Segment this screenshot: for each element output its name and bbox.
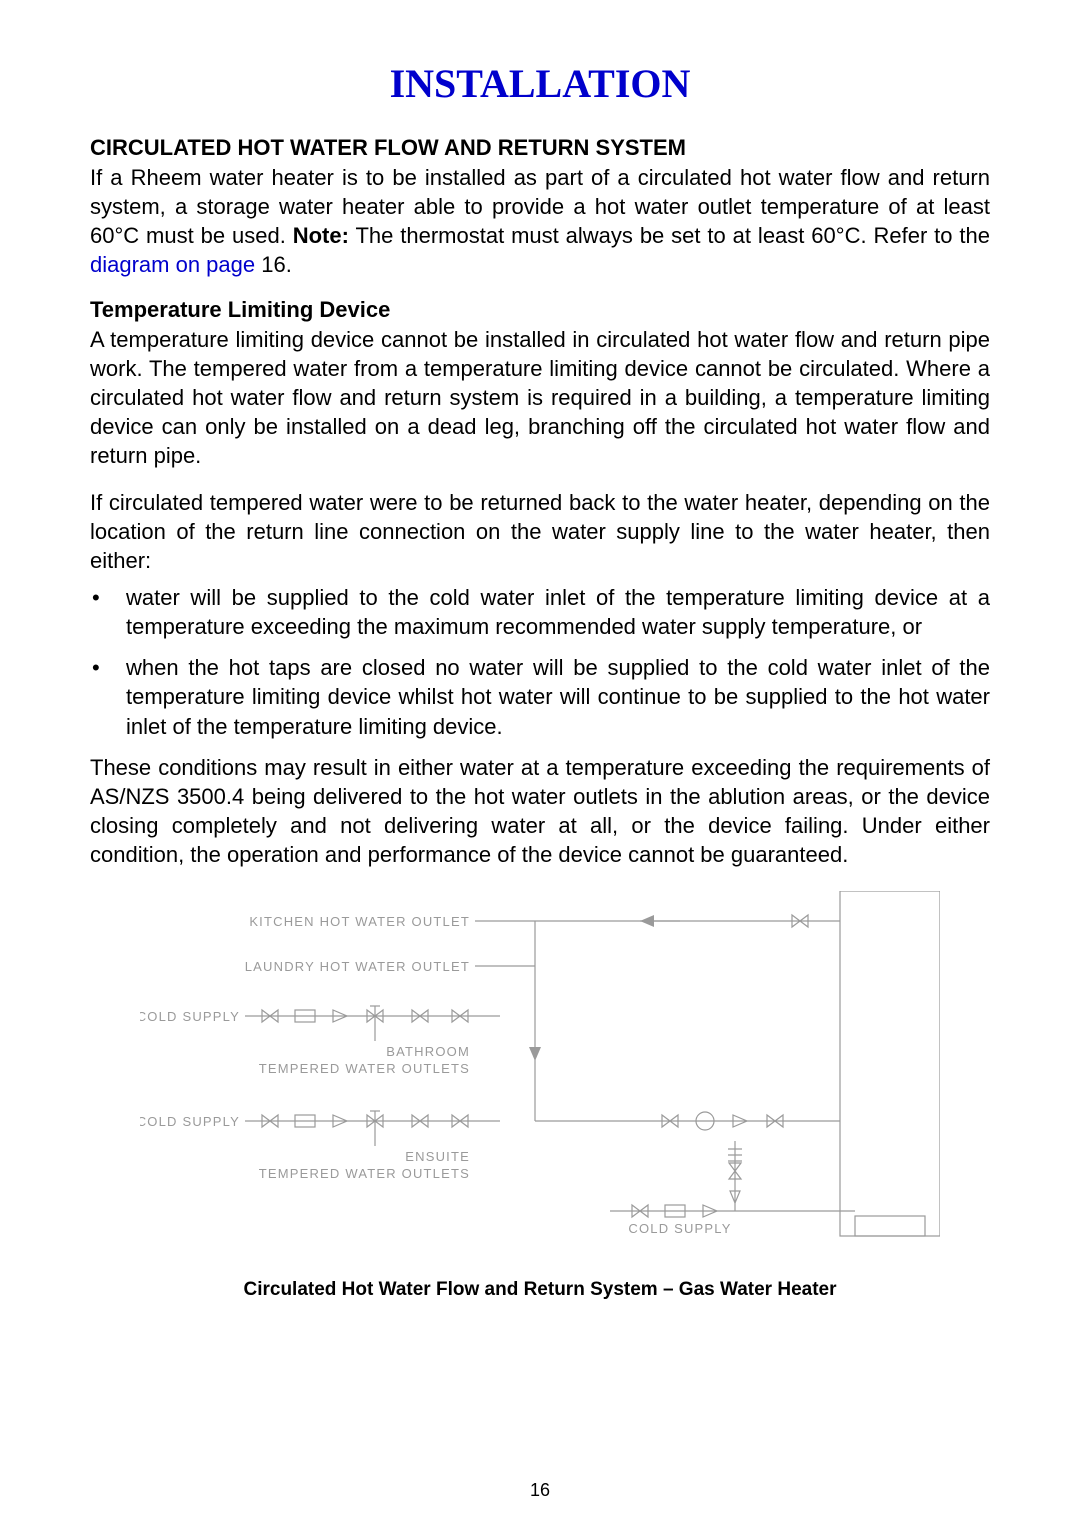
diagram-label-bath1: BATHROOM (386, 1044, 470, 1059)
diagram-label-cold2: COLD SUPPLY (140, 1114, 240, 1129)
p1c: 16. (255, 252, 292, 277)
paragraph-4: These conditions may result in either wa… (90, 753, 990, 869)
section-heading: CIRCULATED HOT WATER FLOW AND RETURN SYS… (90, 135, 990, 161)
diagram-label-bath2: TEMPERED WATER OUTLETS (259, 1061, 470, 1076)
bullet-2: when the hot taps are closed no water wi… (90, 653, 990, 740)
page-number: 16 (0, 1480, 1080, 1501)
paragraph-3: If circulated tempered water were to be … (90, 488, 990, 575)
diagram-label-laundry: LAUNDRY HOT WATER OUTLET (245, 959, 470, 974)
bullet-1: water will be supplied to the cold water… (90, 583, 990, 641)
diagram-link[interactable]: diagram on page (90, 252, 255, 277)
diagram-label-cold3: COLD SUPPLY (628, 1221, 731, 1236)
note-label: Note: (293, 223, 349, 248)
page-title: INSTALLATION (90, 60, 990, 107)
sub-heading: Temperature Limiting Device (90, 297, 990, 323)
diagram-label-ens1: ENSUITE (405, 1149, 470, 1164)
page: INSTALLATION CIRCULATED HOT WATER FLOW A… (0, 0, 1080, 1529)
paragraph-2: A temperature limiting device cannot be … (90, 325, 990, 470)
plumbing-diagram: KITCHEN HOT WATER OUTLET LAUNDRY HOT WAT… (140, 891, 940, 1251)
diagram-label-kitchen: KITCHEN HOT WATER OUTLET (249, 914, 470, 929)
diagram-label-cold1: COLD SUPPLY (140, 1009, 240, 1024)
diagram-caption: Circulated Hot Water Flow and Return Sys… (90, 1279, 990, 1301)
diagram-label-ens2: TEMPERED WATER OUTLETS (259, 1166, 470, 1181)
bullet-list: water will be supplied to the cold water… (90, 583, 990, 740)
p1b: The thermostat must always be set to at … (349, 223, 990, 248)
paragraph-intro: If a Rheem water heater is to be install… (90, 163, 990, 279)
